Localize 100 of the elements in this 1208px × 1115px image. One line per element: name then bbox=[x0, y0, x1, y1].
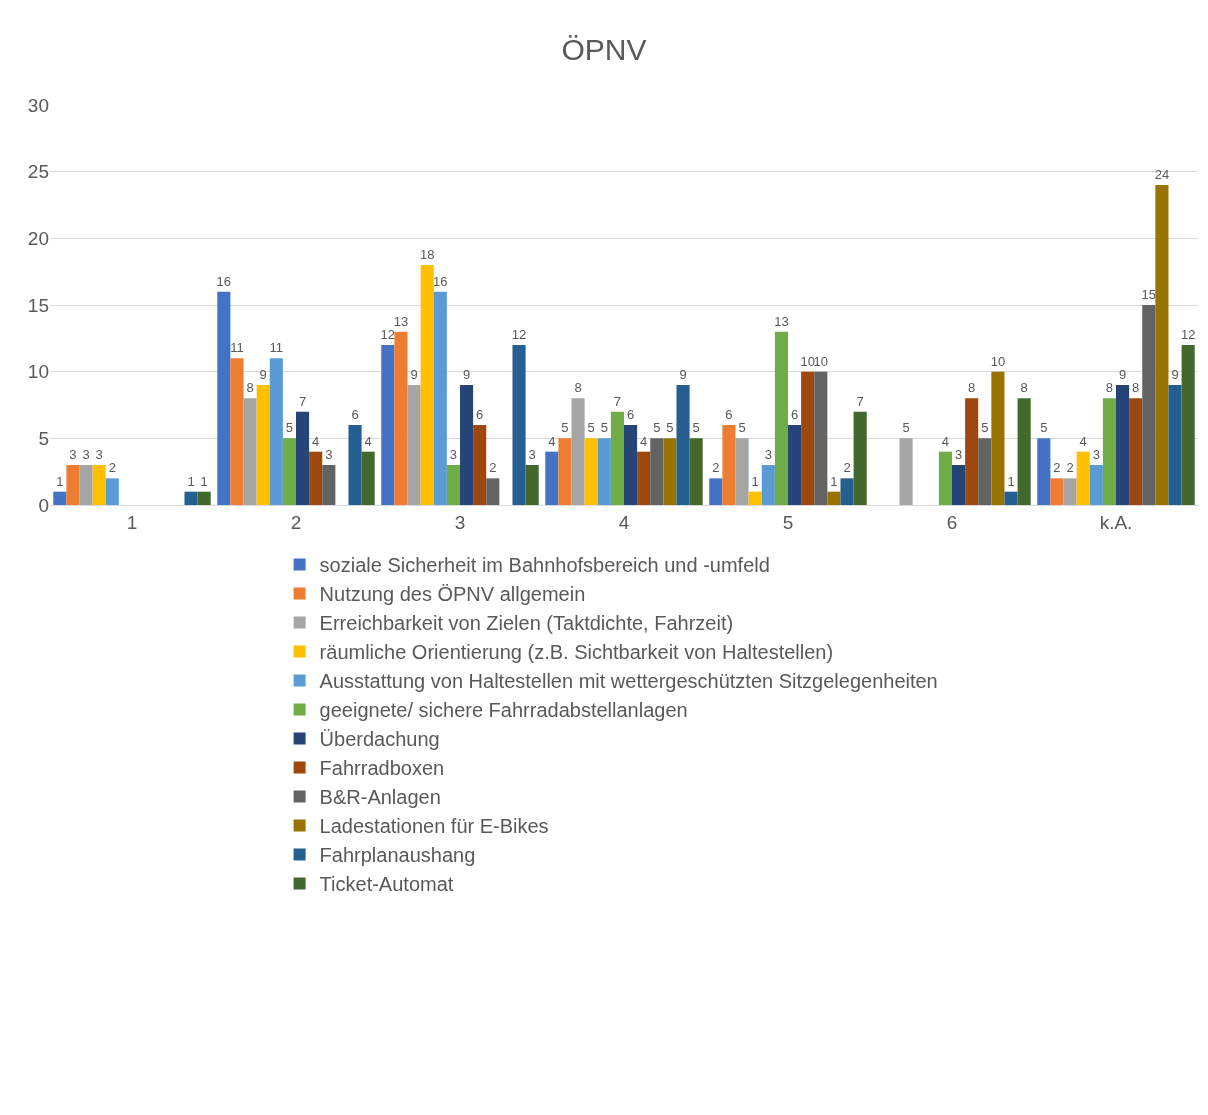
data-label: 4 bbox=[1079, 433, 1087, 449]
data-label: 1 bbox=[1007, 473, 1015, 489]
bar bbox=[1102, 398, 1116, 505]
data-label: 5 bbox=[653, 420, 661, 436]
bar bbox=[827, 491, 841, 505]
bar bbox=[558, 438, 572, 505]
data-label: 3 bbox=[764, 447, 772, 462]
bar bbox=[486, 478, 500, 505]
data-label: 5 bbox=[285, 420, 294, 436]
data-label: 8 bbox=[1105, 380, 1114, 396]
data-label: 3 bbox=[528, 447, 536, 462]
data-label: 8 bbox=[246, 380, 254, 396]
data-label: 9 bbox=[462, 367, 471, 382]
bar bbox=[105, 478, 119, 505]
bar bbox=[1116, 385, 1130, 505]
data-label: 8 bbox=[1020, 380, 1028, 396]
bar bbox=[348, 425, 362, 505]
data-label: 9 bbox=[1171, 367, 1179, 382]
legend-label: Erreichbarkeit von Zielen (Taktdichte, Fahrzeit) bbox=[319, 612, 734, 635]
data-label: 6 bbox=[725, 407, 733, 422]
data-label: 24 bbox=[1154, 167, 1170, 182]
data-label: 4 bbox=[364, 433, 372, 449]
y-tick-label: 20 bbox=[27, 227, 49, 249]
bar bbox=[748, 491, 762, 505]
bar bbox=[525, 465, 539, 505]
data-label: 1 bbox=[751, 473, 759, 489]
x-tick-label: k.A. bbox=[1099, 511, 1133, 533]
data-label: 4 bbox=[548, 433, 556, 449]
data-label: 6 bbox=[476, 407, 484, 422]
data-label: 3 bbox=[82, 447, 90, 462]
bar bbox=[1129, 398, 1143, 505]
data-label: 5 bbox=[587, 420, 595, 436]
bar bbox=[709, 478, 723, 505]
data-label: 9 bbox=[259, 367, 267, 382]
chart-title: ÖPNV bbox=[561, 33, 647, 67]
data-label: 4 bbox=[312, 433, 320, 449]
data-label: 4 bbox=[640, 433, 648, 449]
legend-label: Fahrplanaushang bbox=[319, 844, 476, 867]
bar bbox=[309, 451, 323, 505]
bar bbox=[899, 438, 913, 505]
data-label: 7 bbox=[613, 393, 622, 409]
data-label: 11 bbox=[230, 340, 244, 356]
data-label: 2 bbox=[489, 460, 497, 476]
y-tick-label: 10 bbox=[27, 361, 49, 383]
data-label: 18 bbox=[419, 247, 435, 262]
data-label: 3 bbox=[449, 447, 458, 462]
bar bbox=[1142, 305, 1156, 505]
y-tick-label: 25 bbox=[27, 161, 49, 183]
x-tick-label: 1 bbox=[126, 511, 138, 533]
bar bbox=[407, 385, 421, 505]
bar bbox=[1004, 491, 1018, 505]
bar bbox=[597, 438, 611, 505]
data-label: 9 bbox=[1118, 367, 1127, 382]
bar bbox=[512, 345, 526, 505]
bar bbox=[66, 465, 80, 505]
data-label: 10 bbox=[813, 353, 829, 369]
data-label: 2 bbox=[712, 460, 720, 476]
x-tick-label: 2 bbox=[290, 511, 302, 533]
legend-label: geeignete/ sichere Fahrradabstellanlagen bbox=[319, 699, 688, 722]
data-label: 3 bbox=[95, 447, 103, 462]
bar bbox=[282, 438, 296, 505]
bar bbox=[296, 411, 310, 505]
bar bbox=[761, 465, 775, 505]
bar bbox=[1017, 398, 1031, 505]
legend-label: räumliche Orientierung (z.B. Sichtbarkeit von Haltestellen) bbox=[319, 641, 834, 664]
bar bbox=[1181, 345, 1195, 505]
data-label: 8 bbox=[1132, 380, 1140, 396]
bar bbox=[991, 371, 1005, 505]
bar bbox=[361, 451, 375, 505]
data-label: 9 bbox=[410, 367, 418, 382]
data-label: 3 bbox=[1092, 447, 1100, 462]
bar bbox=[788, 425, 802, 505]
bar bbox=[433, 291, 447, 505]
bar bbox=[689, 438, 703, 505]
bar bbox=[774, 331, 788, 505]
legend-label: Ausstattung von Haltestellen mit wettergeschützten Sitzgelegenheiten bbox=[319, 670, 938, 693]
bar bbox=[637, 451, 651, 505]
bar bbox=[610, 411, 624, 505]
data-label: 5 bbox=[692, 420, 700, 436]
bar bbox=[938, 451, 952, 505]
bar bbox=[676, 385, 690, 505]
data-label: 5 bbox=[902, 420, 910, 436]
bar bbox=[269, 358, 283, 505]
data-label: 5 bbox=[738, 420, 746, 436]
data-label: 4 bbox=[941, 433, 950, 449]
data-label: 7 bbox=[856, 393, 864, 409]
data-label: 3 bbox=[325, 447, 333, 462]
y-tick-label: 5 bbox=[38, 427, 49, 449]
bar bbox=[53, 491, 67, 505]
bar bbox=[394, 331, 408, 505]
bar bbox=[256, 385, 270, 505]
data-label: 3 bbox=[69, 447, 77, 462]
bar bbox=[460, 385, 474, 505]
bar bbox=[92, 465, 106, 505]
bar bbox=[663, 438, 677, 505]
x-tick-label: 5 bbox=[782, 511, 794, 533]
y-tick-label: 15 bbox=[27, 294, 49, 316]
data-label: 2 bbox=[1066, 460, 1074, 476]
bar bbox=[446, 465, 460, 505]
bar bbox=[978, 438, 992, 505]
